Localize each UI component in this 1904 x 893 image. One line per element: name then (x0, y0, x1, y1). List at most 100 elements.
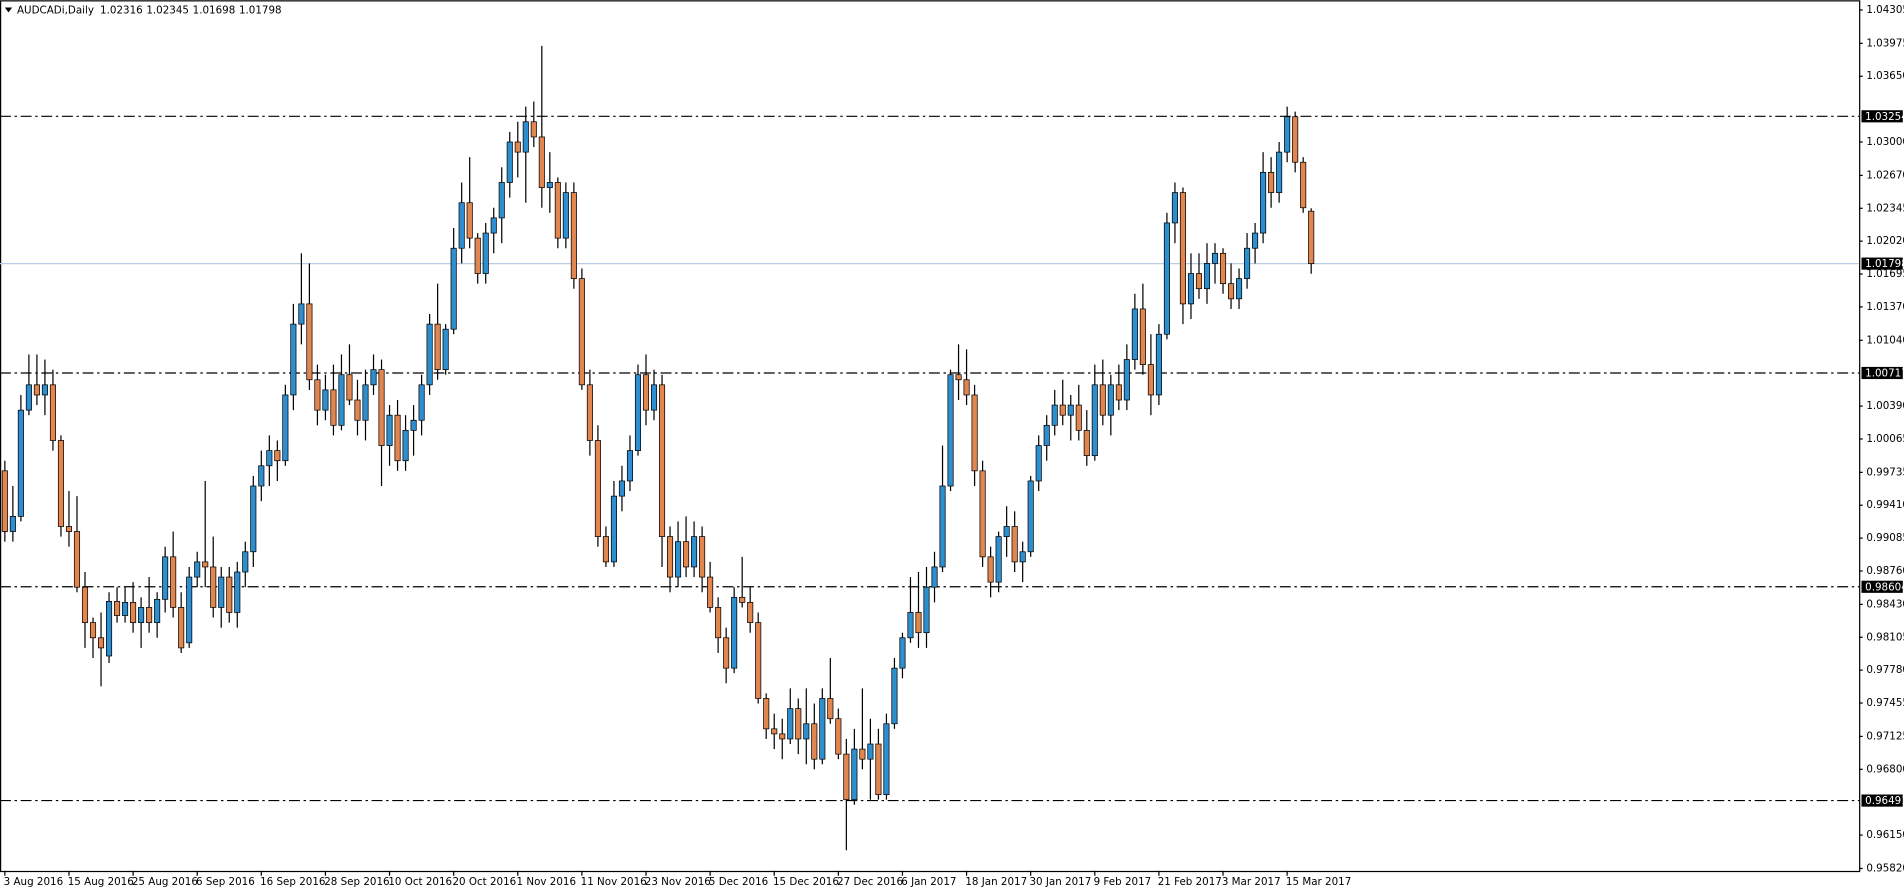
y-tick-label: 1.01040 (1866, 334, 1904, 346)
candle-body (1163, 222, 1170, 335)
candle-body (1268, 171, 1275, 193)
x-tick-label: 30 Jan 2017 (1029, 876, 1091, 888)
candle-body (1195, 273, 1203, 290)
candle-body (546, 182, 553, 188)
candle-body (570, 192, 577, 279)
x-tick-label: 21 Feb 2017 (1158, 876, 1222, 888)
candle-body (466, 202, 473, 239)
candle-body (594, 440, 601, 537)
candle-body (49, 384, 56, 441)
candle-body (1003, 526, 1010, 537)
candle-body (394, 414, 401, 462)
candle-body (899, 637, 906, 669)
candle-body (450, 247, 457, 330)
x-tick-label: 15 Dec 2016 (773, 876, 839, 888)
level-box (1861, 366, 1903, 380)
candle-body (803, 723, 810, 740)
y-tick-label: 0.99085 (1866, 532, 1904, 544)
candle-body (995, 536, 1002, 583)
candle-body (210, 566, 217, 608)
candle-body (17, 409, 24, 517)
y-tick-label: 1.01695 (1866, 268, 1904, 280)
candle-body (170, 556, 177, 608)
header-open: 1.02316 (100, 5, 143, 17)
candle-body (146, 607, 153, 623)
candle-body (586, 384, 593, 441)
candle-body (242, 551, 249, 573)
x-tick-label: 5 Dec 2016 (709, 876, 768, 888)
candle-body (602, 536, 609, 563)
candle-body (795, 708, 802, 740)
candle-body (1292, 116, 1299, 163)
candle-body (114, 600, 121, 616)
candle-body (867, 743, 874, 760)
candle-body (226, 576, 233, 613)
candle-body (626, 450, 634, 482)
x-tick-label: 16 Sep 2016 (260, 876, 325, 888)
candle-body (506, 141, 513, 183)
y-tick-label: 0.97455 (1866, 697, 1904, 709)
candle-body (218, 576, 225, 608)
candle-body (691, 536, 698, 568)
candle-body (290, 323, 297, 396)
candle-body (1236, 278, 1243, 300)
candle-body (522, 121, 529, 153)
candle-body (81, 586, 89, 623)
candle-body (1075, 404, 1082, 431)
candle-body (1147, 364, 1154, 396)
candle-body (1139, 308, 1146, 365)
candle-body (490, 217, 497, 234)
candle-body (1051, 404, 1058, 426)
candle-body (1155, 333, 1162, 396)
candle-body (106, 600, 113, 657)
candle-body (1252, 232, 1259, 249)
candle-body (1115, 384, 1122, 401)
y-tick-label: 1.02020 (1866, 235, 1904, 247)
candle-body (418, 384, 425, 421)
candle-body (274, 450, 281, 462)
x-tick-label: 15 Aug 2016 (68, 876, 134, 888)
y-tick-label: 1.02670 (1866, 169, 1904, 181)
plot-frame (0, 0, 1861, 873)
x-tick-label: 18 Jan 2017 (965, 876, 1027, 888)
candle-body (650, 384, 658, 411)
candle-body (138, 607, 145, 623)
candle-body (907, 612, 914, 639)
candle-body (498, 182, 505, 219)
candle-body (1276, 151, 1283, 193)
candle-body (1228, 283, 1235, 300)
candle-body (931, 566, 938, 588)
candle-body (1244, 247, 1251, 279)
candle-body (891, 667, 898, 725)
candle-body (1059, 404, 1066, 416)
level-box (1861, 580, 1903, 593)
candle-body (1211, 252, 1219, 264)
candle-body (707, 576, 714, 608)
y-tick-label: 1.03975 (1866, 37, 1904, 49)
y-tick-label: 1.03000 (1866, 136, 1904, 148)
candle-body (474, 237, 481, 274)
candle-body (979, 470, 986, 558)
candle-body (843, 753, 850, 801)
candle-body (819, 698, 826, 760)
candle-body (202, 561, 209, 568)
candle-body (41, 384, 48, 396)
candle-body (378, 369, 385, 446)
candle-body (667, 536, 674, 578)
x-tick-label: 1 Nov 2016 (517, 876, 577, 888)
candle-body (763, 698, 770, 730)
candle-body (426, 323, 433, 386)
header-high: 1.02345 (146, 5, 189, 17)
candle-body (514, 141, 521, 153)
candle-body (1300, 161, 1307, 209)
candle-body (883, 723, 890, 795)
candle-body (554, 182, 561, 239)
candle-body (610, 495, 617, 563)
menu-triangle[interactable] (4, 7, 13, 13)
candle-body (1083, 429, 1090, 457)
